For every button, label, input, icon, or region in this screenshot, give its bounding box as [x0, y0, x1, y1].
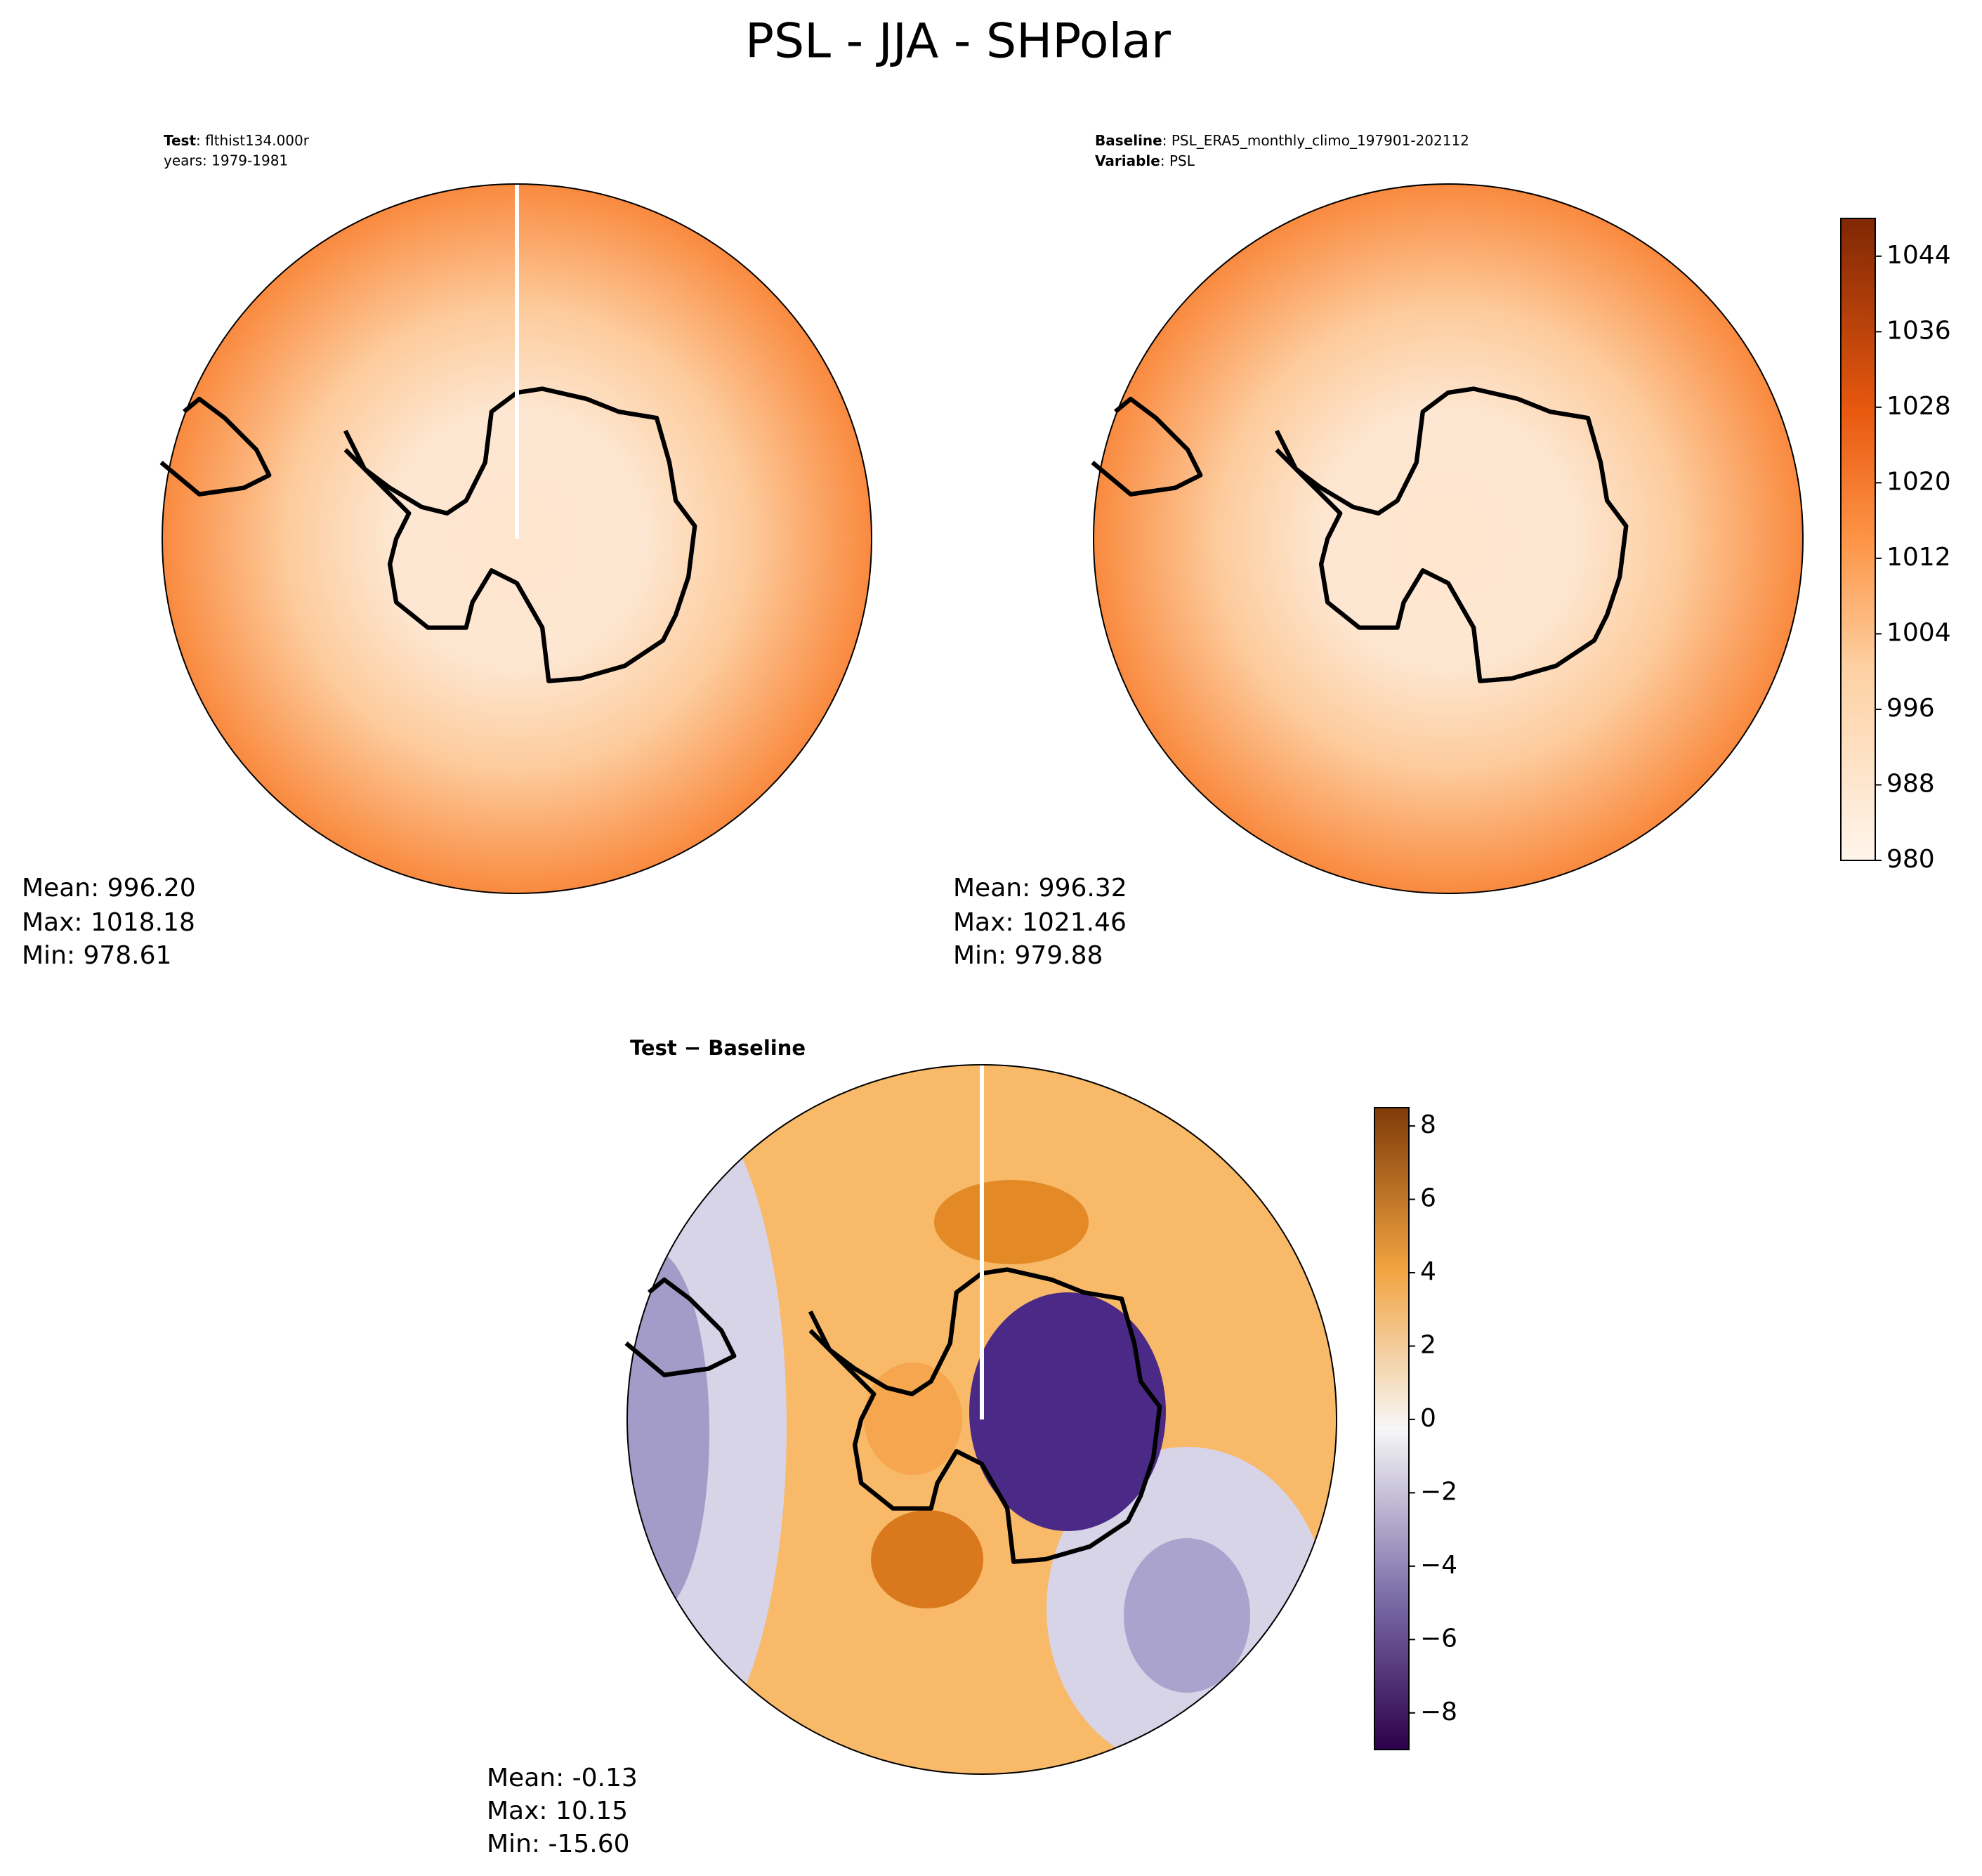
colorbar-tick-label: 1020 [1886, 467, 1951, 496]
map [161, 183, 872, 894]
colorbar [1840, 218, 1876, 861]
field-neg [969, 1292, 1166, 1531]
panel-header: Baseline: PSL_ERA5_monthly_climo_197901-… [1095, 132, 1469, 149]
colorbar-tick-label: 988 [1886, 769, 1935, 798]
field-pos [864, 1363, 962, 1475]
field-pos [934, 1180, 1089, 1264]
field-neg [1124, 1538, 1250, 1693]
panel-header: Variable: PSL [1095, 152, 1195, 169]
panel-header: Test: flthist134.000r [164, 132, 310, 149]
stat: Mean: 996.20 [22, 874, 196, 903]
colorbar-tick-label: 1004 [1886, 618, 1951, 647]
stat: Min: 979.88 [953, 941, 1103, 970]
field-neg [627, 1250, 709, 1615]
panel-subheader: years: 1979-1981 [164, 152, 288, 169]
colorbar-tick-label: 1044 [1886, 241, 1951, 270]
stat: Min: -15.60 [487, 1830, 630, 1858]
stat: Mean: 996.32 [953, 874, 1127, 903]
stat: Max: 1021.46 [953, 908, 1127, 937]
colorbar-tick-label: 996 [1886, 694, 1935, 723]
map-field [627, 1065, 1337, 1774]
colorbar-tick-label: 1028 [1886, 392, 1951, 421]
colorbar-tick-label: −6 [1420, 1624, 1457, 1653]
colorbar-tick-label: −2 [1420, 1477, 1457, 1506]
figure-title: PSL - JJA - SHPolar [745, 14, 1171, 70]
map [1092, 183, 1804, 894]
map [562, 1064, 1337, 1775]
colorbar-tick-label: 4 [1420, 1257, 1436, 1286]
stat: Max: 10.15 [487, 1797, 628, 1825]
header-text: : flthist134.000r [196, 132, 310, 149]
colorbar-tick-label: 0 [1420, 1404, 1436, 1433]
map-border [1093, 183, 1804, 894]
colorbar-tick-label: 2 [1420, 1330, 1436, 1359]
header-text: : PSL [1160, 152, 1195, 169]
stat: Max: 1018.18 [22, 908, 195, 937]
stat: Mean: -0.13 [487, 1764, 638, 1792]
map-field [1094, 184, 1803, 893]
colorbar-tick-label: 6 [1420, 1184, 1436, 1213]
colorbar-tick-label: 1012 [1886, 543, 1951, 572]
header-key: Test [164, 132, 196, 149]
map-border [626, 1064, 1337, 1775]
stat: Min: 978.61 [22, 941, 171, 970]
colorbar [1374, 1107, 1410, 1750]
header-key: Variable [1095, 152, 1160, 169]
field-pos [871, 1510, 983, 1608]
header-key: Baseline [1095, 132, 1162, 149]
panel-title: Test − Baseline [630, 1036, 806, 1060]
colorbar-tick-label: 980 [1886, 845, 1935, 874]
colorbar-tick-label: 1036 [1886, 316, 1951, 345]
map-border [162, 183, 872, 894]
colorbar-tick-label: 8 [1420, 1110, 1436, 1139]
colorbar-tick-label: −4 [1420, 1551, 1457, 1580]
colorbar-tick-label: −8 [1420, 1698, 1457, 1726]
header-text: : PSL_ERA5_monthly_climo_197901-202112 [1162, 132, 1469, 149]
